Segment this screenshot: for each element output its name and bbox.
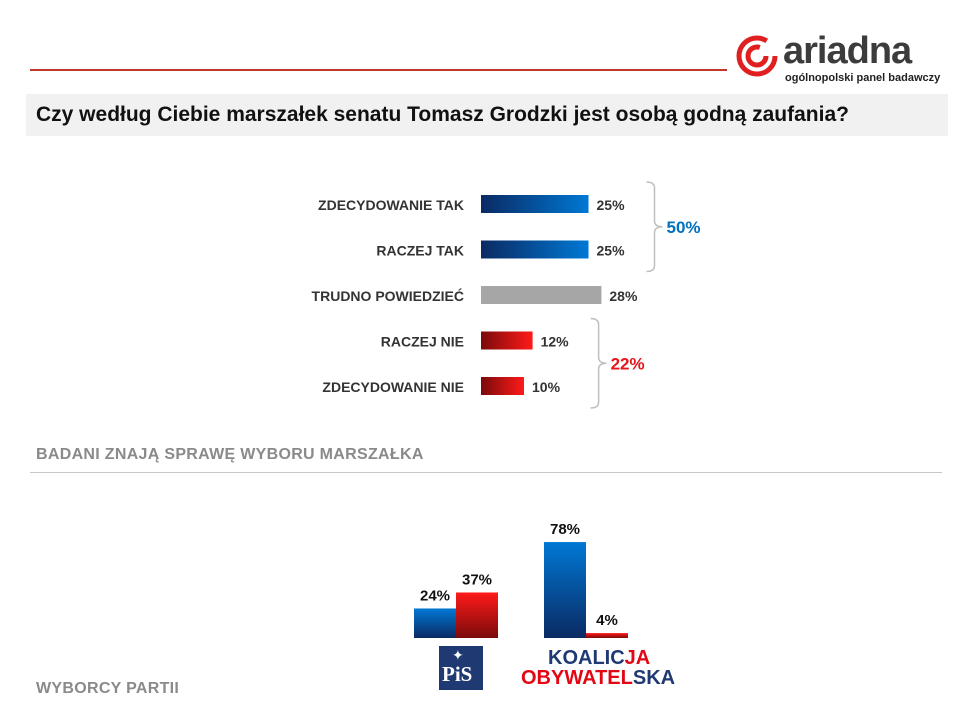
category-label: ZDECYDOWANIE TAK [318,197,464,213]
section-label-voters: WYBORCY PARTII [36,680,180,697]
category-label: TRUDNO POWIEDZIEĆ [312,287,464,304]
data-label: 37% [462,571,492,588]
horizontal-bar-chart: ZDECYDOWANIE TAK 25% RACZEJ TAK 25% TRUDNO P… [312,181,701,409]
bar [456,592,498,638]
bar [586,633,628,638]
ko-logo-text-2b: SKA [632,667,676,689]
bar [481,331,533,350]
bar [481,240,589,259]
group-total-label: 22% [611,354,645,373]
data-label: 12% [541,334,570,350]
ko-logo-text-1b: JA [624,647,651,669]
data-label: 4% [596,612,618,629]
ko-logo-text-2a: OBYWATEL [521,667,633,689]
header-rule [30,69,727,71]
bar [481,195,589,213]
vertical-bar-chart: 24% 37% 78% 4% [414,521,628,638]
question-title: Czy według Ciebie marszałek senatu Tomas… [36,103,849,126]
bar [481,377,524,395]
group-bracket [590,317,607,409]
bar [414,608,456,638]
data-label: 78% [550,521,580,538]
ariadna-logo-icon [736,35,778,77]
question-box: Czy według Ciebie marszałek senatu Tomas… [26,94,948,136]
data-label: 28% [609,288,638,304]
group-bracket [646,181,663,273]
pis-logo: ✦ PiS [439,646,483,690]
pis-logo-text: PiS [442,662,473,686]
section-label-aware: BADANI ZNAJĄ SPRAWĘ WYBORU MARSZAŁKA [36,446,424,463]
bar [544,542,586,638]
data-label: 25% [597,243,626,259]
data-label: 25% [597,197,626,213]
category-label: RACZEJ TAK [376,243,464,259]
ko-logo: KOALICJA OBYWATELSKA [521,648,675,688]
pis-eagle-icon: ✦ [452,647,464,663]
logo-word: ariadna [783,30,912,72]
bar [481,286,602,304]
ariadna-logo: ariadna ogólnopolski panel badawczy [735,30,950,86]
data-label: 10% [532,379,561,395]
section-rule [30,472,942,473]
category-label: ZDECYDOWANIE NIE [322,379,464,395]
ko-logo-text-1a: KOALIC [548,647,625,669]
data-label: 24% [420,587,450,604]
group-total-label: 50% [667,218,701,237]
logo-subtitle: ogólnopolski panel badawczy [785,72,941,84]
category-label: RACZEJ NIE [381,334,464,350]
